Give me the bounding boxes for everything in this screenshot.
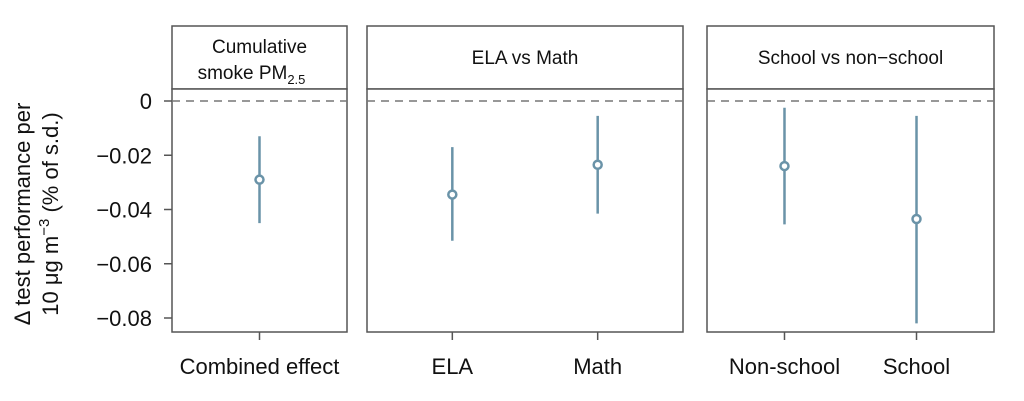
panel-strip <box>366 25 684 90</box>
point-estimate <box>254 174 265 185</box>
point-estimate <box>447 189 458 200</box>
y-tick-label: −0.02 <box>96 143 152 168</box>
y-tick-label: 0 <box>140 89 152 114</box>
x-tick-label: Math <box>573 354 622 379</box>
y-axis-title-line2: 10 μg m−3 (% of s.d.) <box>36 112 63 315</box>
point-estimate <box>592 159 603 170</box>
panel-strip-label-line2: smoke PM2.5 <box>198 63 306 87</box>
y-tick-label: −0.06 <box>96 252 152 277</box>
panel-strip-label: School vs non−school <box>758 48 943 69</box>
y-axis-title: Δ test performance per 10 μg m−3 (% of s.… <box>10 103 63 326</box>
x-tick-label: Combined effect <box>180 354 340 379</box>
panel-strip <box>171 25 348 90</box>
panel-frame <box>366 88 684 333</box>
y-axis-title-line1: Δ test performance per <box>10 103 35 326</box>
x-tick-label: ELA <box>432 354 474 379</box>
point-estimate <box>779 160 790 172</box>
panel-frame <box>706 88 995 333</box>
y-tick-label: −0.08 <box>96 306 152 331</box>
point-estimate <box>911 213 922 225</box>
panel-strip-label: ELA vs Math <box>472 48 579 69</box>
panel-strip-label: Cumulative <box>212 37 307 58</box>
x-tick-label: Non-school <box>729 354 840 379</box>
y-tick-label: −0.04 <box>96 198 152 223</box>
x-tick-label: School <box>883 354 950 379</box>
panel-strip <box>706 25 995 90</box>
